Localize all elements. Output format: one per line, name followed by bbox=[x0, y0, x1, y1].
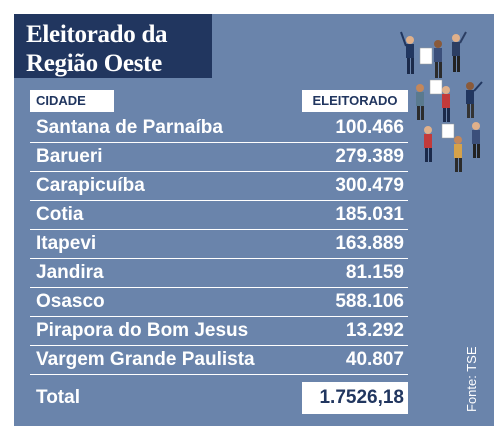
person-4 bbox=[416, 84, 424, 120]
total-value: 1.7526,18 bbox=[302, 382, 408, 414]
table-row: Vargem Grande Paulista 40.807 bbox=[30, 346, 408, 375]
city-name: Pirapora do Bom Jesus bbox=[36, 320, 249, 341]
electorate-value: 163.889 bbox=[335, 233, 404, 254]
electorate-value: 40.807 bbox=[345, 349, 404, 370]
city-name: Carapicuíba bbox=[36, 175, 145, 196]
table-row: Santana de Parnaíba 100.466 bbox=[30, 114, 408, 143]
city-name: Vargem Grande Paulista bbox=[36, 349, 255, 370]
person-9 bbox=[472, 122, 480, 158]
electorate-value: 300.479 bbox=[335, 175, 404, 196]
table-row: Itapevi 163.889 bbox=[30, 230, 408, 259]
city-name: Santana de Parnaíba bbox=[36, 117, 223, 138]
table-row: Jandira 81.159 bbox=[30, 259, 408, 288]
electorate-value: 13.292 bbox=[345, 320, 404, 341]
person-5 bbox=[429, 79, 450, 122]
electorate-value: 279.389 bbox=[335, 146, 404, 167]
title-line-2: Região Oeste bbox=[26, 50, 162, 77]
electorate-value: 81.159 bbox=[345, 262, 404, 283]
person-3 bbox=[452, 31, 467, 72]
infographic-title: Eleitorado da Região Oeste bbox=[14, 14, 212, 78]
total-row: Total 1.7526,18 bbox=[30, 378, 408, 418]
column-header-city: CIDADE bbox=[30, 90, 114, 112]
table-row: Pirapora do Bom Jesus 13.292 bbox=[30, 317, 408, 346]
column-header-electorate: ELEITORADO bbox=[302, 90, 408, 112]
table-row: Cotia 185.031 bbox=[30, 201, 408, 230]
table-row: Carapicuíba 300.479 bbox=[30, 172, 408, 201]
total-label: Total bbox=[36, 387, 80, 408]
table-row: Barueri 279.389 bbox=[30, 143, 408, 172]
person-2 bbox=[419, 40, 442, 78]
person-1 bbox=[400, 31, 414, 74]
electorate-value: 588.106 bbox=[335, 291, 404, 312]
person-7 bbox=[424, 126, 432, 162]
electorate-table: Santana de Parnaíba 100.466 Barueri 279.… bbox=[30, 114, 408, 375]
title-line-1: Eleitorado da bbox=[26, 21, 168, 48]
infographic-panel bbox=[14, 14, 494, 426]
city-name: Jandira bbox=[36, 262, 104, 283]
city-name: Osasco bbox=[36, 291, 105, 312]
person-8 bbox=[441, 123, 462, 172]
person-6 bbox=[466, 81, 483, 118]
city-name: Barueri bbox=[36, 146, 103, 167]
voters-crowd-illustration bbox=[400, 31, 483, 172]
electorate-value: 100.466 bbox=[335, 117, 404, 138]
electorate-value: 185.031 bbox=[335, 204, 404, 225]
table-row: Osasco 588.106 bbox=[30, 288, 408, 317]
city-name: Itapevi bbox=[36, 233, 97, 254]
source-credit: Fonte: TSE bbox=[464, 346, 479, 412]
city-name: Cotia bbox=[36, 204, 84, 225]
